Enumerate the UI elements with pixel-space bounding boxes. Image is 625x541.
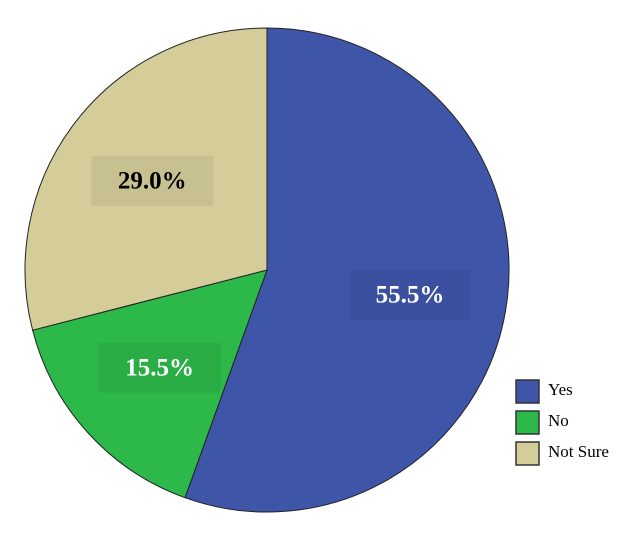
label-bg xyxy=(91,156,214,207)
legend-label: Not Sure xyxy=(548,442,609,461)
legend-label: Yes xyxy=(548,380,573,399)
legend-swatch xyxy=(515,379,540,404)
label-bg-shade xyxy=(349,269,472,320)
pie-slice xyxy=(184,27,510,513)
label-bg xyxy=(349,269,472,320)
value-label: 55.5% xyxy=(376,282,445,309)
legend-swatch xyxy=(515,441,540,466)
value-label: 29.0% xyxy=(118,168,187,195)
label-bg-shade xyxy=(91,156,214,207)
legend-swatch xyxy=(515,410,540,435)
label-bg xyxy=(98,342,221,393)
label-bg-shade xyxy=(98,342,221,393)
legend-label: No xyxy=(548,411,569,430)
value-label: 15.5% xyxy=(125,354,194,381)
